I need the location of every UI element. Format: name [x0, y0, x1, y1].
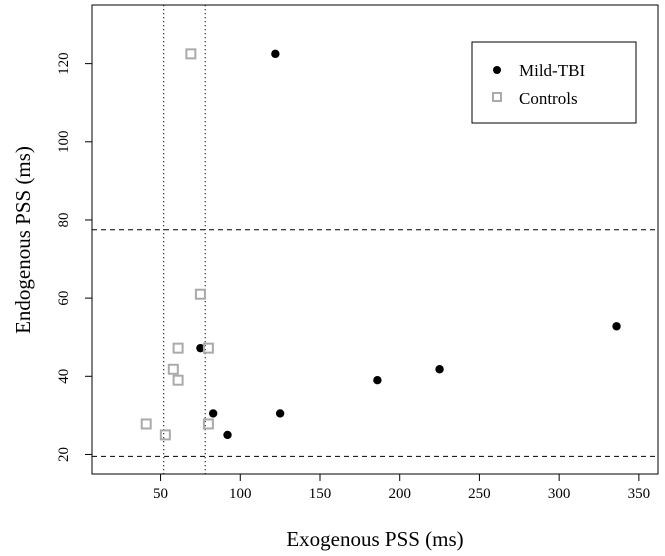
- x-tick-label-250: 250: [468, 486, 491, 502]
- x-tick-label-150: 150: [309, 486, 332, 502]
- plot-frame: [91, 4, 659, 475]
- point-series1-8: [159, 429, 171, 441]
- point-series1-5: [172, 374, 184, 386]
- point-series1-0: [185, 48, 197, 60]
- point-series0-2: [208, 409, 218, 418]
- x-tick-label-200: 200: [388, 486, 411, 502]
- x-tick-label-100: 100: [229, 486, 252, 502]
- point-series0-0: [271, 49, 280, 59]
- legend-label-controls: Controls: [519, 89, 578, 108]
- point-series1-2: [172, 342, 184, 354]
- y-axis-title: Endogenous PSS (ms): [11, 146, 35, 334]
- legend-label-mild-tbi: Mild-TBI: [519, 61, 585, 80]
- y-tick-label-20: 20: [56, 447, 72, 462]
- x-axis: 50 100 150 200 250 300 350: [153, 474, 650, 502]
- point-series0-3: [223, 430, 232, 440]
- y-tick-label-80: 80: [56, 212, 72, 227]
- y-tick-label-100: 100: [56, 131, 72, 154]
- y-tick-label-120: 120: [56, 52, 72, 75]
- point-series0-7: [612, 322, 621, 331]
- y-tick-label-40: 40: [56, 369, 72, 384]
- point-series1-1: [194, 288, 206, 300]
- point-series0-6: [435, 365, 444, 374]
- legend-box: [471, 41, 637, 124]
- data-points: [140, 48, 621, 441]
- point-series1-7: [140, 418, 152, 430]
- legend-marker-controls: [492, 92, 502, 102]
- point-series1-6: [202, 418, 214, 430]
- point-series0-5: [373, 376, 382, 385]
- y-tick-label-60: 60: [56, 291, 72, 306]
- x-axis-title: Exogenous PSS (ms): [286, 527, 463, 551]
- point-series1-3: [202, 342, 214, 354]
- x-tick-label-300: 300: [548, 486, 571, 502]
- point-series0-4: [275, 409, 285, 418]
- legend-marker-mild-tbi: [493, 66, 501, 74]
- point-series1-4: [167, 363, 179, 375]
- point-series0-1: [196, 343, 205, 353]
- legend: Mild-TBI Controls: [471, 41, 637, 124]
- y-axis: 20 40 60 80 100 120: [56, 52, 92, 462]
- x-tick-label-350: 350: [628, 486, 651, 502]
- reference-lines: [92, 5, 658, 474]
- x-tick-label-50: 50: [153, 486, 168, 502]
